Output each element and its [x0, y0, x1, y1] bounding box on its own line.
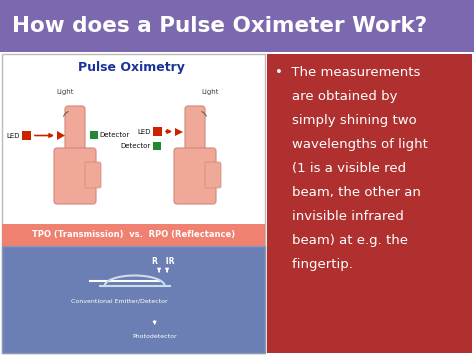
FancyBboxPatch shape [22, 131, 31, 140]
FancyBboxPatch shape [0, 0, 474, 52]
Text: fingertip.: fingertip. [275, 258, 353, 271]
Text: Light: Light [201, 89, 219, 95]
Text: Pulse Oximetry: Pulse Oximetry [78, 61, 185, 75]
FancyBboxPatch shape [205, 162, 221, 188]
FancyBboxPatch shape [174, 148, 216, 204]
FancyBboxPatch shape [267, 54, 472, 353]
FancyBboxPatch shape [185, 106, 205, 167]
Text: Detector: Detector [121, 143, 151, 149]
Text: invisible infrared: invisible infrared [275, 210, 404, 223]
FancyBboxPatch shape [90, 131, 98, 139]
Text: (1 is a visible red: (1 is a visible red [275, 162, 406, 175]
FancyBboxPatch shape [2, 224, 265, 246]
Polygon shape [175, 128, 183, 136]
Text: beam, the other an: beam, the other an [275, 186, 421, 199]
Text: beam) at e.g. the: beam) at e.g. the [275, 234, 408, 247]
FancyBboxPatch shape [65, 106, 85, 167]
FancyBboxPatch shape [2, 54, 265, 353]
Text: are obtained by: are obtained by [275, 90, 398, 103]
FancyBboxPatch shape [85, 162, 101, 188]
Text: wavelengths of light: wavelengths of light [275, 138, 428, 151]
Text: R   IR: R IR [152, 257, 174, 266]
Text: Light: Light [56, 89, 74, 95]
Text: TPO (Transmission)  vs.  RPO (Reflectance): TPO (Transmission) vs. RPO (Reflectance) [32, 230, 235, 240]
FancyBboxPatch shape [2, 246, 265, 353]
Polygon shape [57, 131, 65, 140]
Text: How does a Pulse Oximeter Work?: How does a Pulse Oximeter Work? [12, 16, 427, 36]
Text: LED: LED [137, 129, 151, 135]
FancyBboxPatch shape [153, 142, 161, 150]
Text: Detector: Detector [99, 132, 129, 138]
FancyBboxPatch shape [153, 127, 162, 136]
Text: Conventional Emitter/Detector: Conventional Emitter/Detector [72, 299, 168, 304]
Text: •  The measurements: • The measurements [275, 66, 420, 79]
FancyBboxPatch shape [54, 148, 96, 204]
Text: Photodetector: Photodetector [132, 334, 177, 339]
Text: LED: LED [7, 132, 20, 138]
Text: simply shining two: simply shining two [275, 114, 417, 127]
